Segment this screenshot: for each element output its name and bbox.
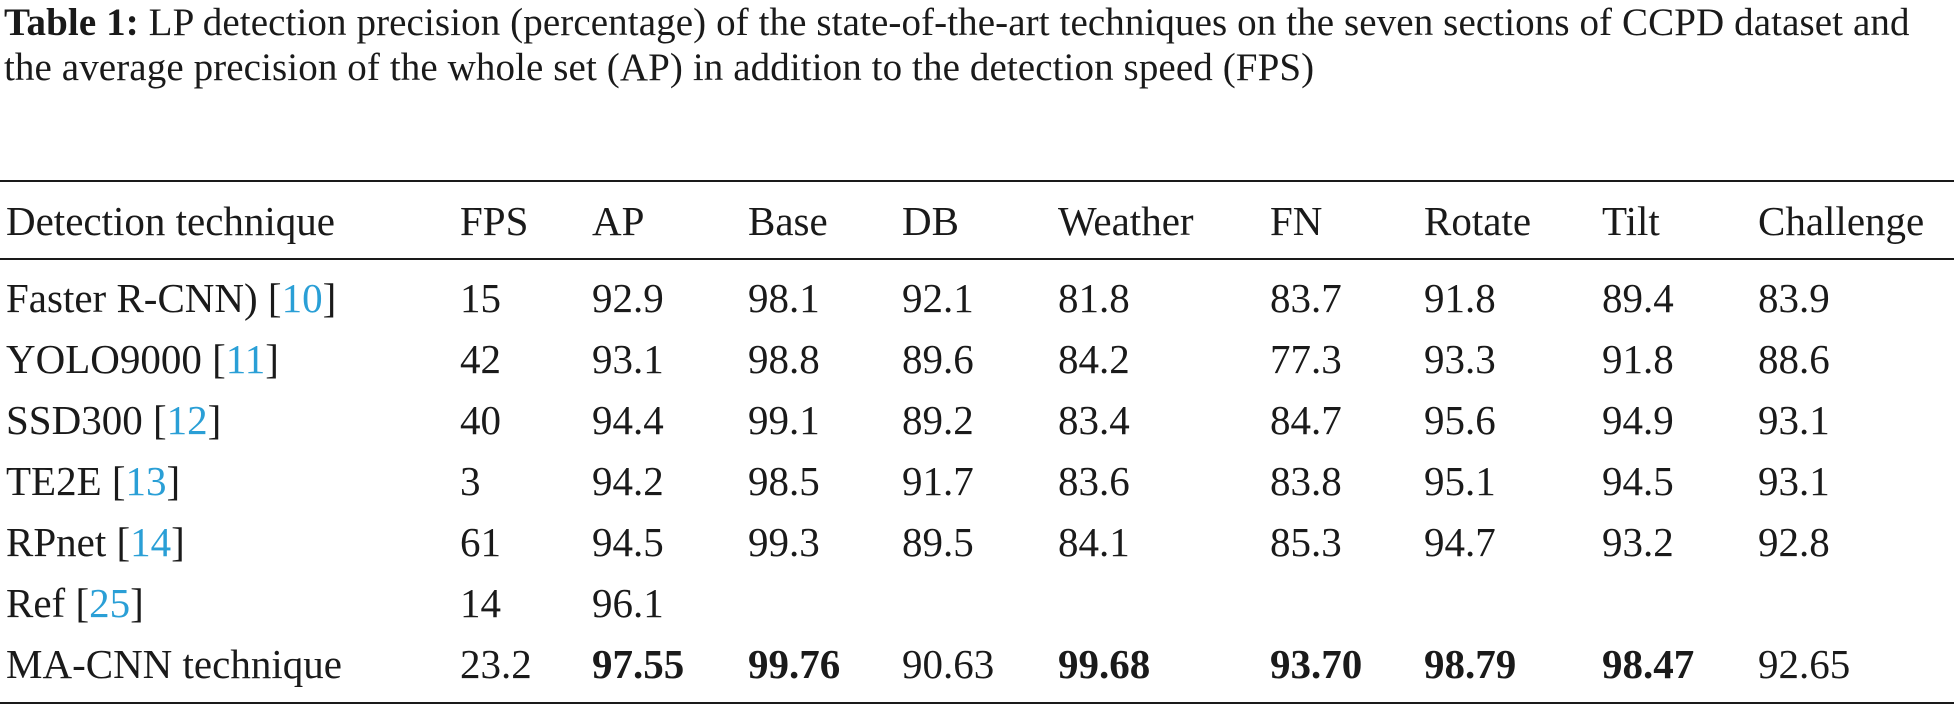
table-row: RPnet [14] 61 94.5 99.3 89.5 84.1 85.3 9… [0,514,1954,570]
row-technique-name: Faster R-CNN) [10] [6,275,337,321]
cell-db: 92.1 [902,275,974,321]
citation-link[interactable]: 13 [125,458,167,504]
row-technique-name: MA-CNN technique [6,641,342,687]
citation-link[interactable]: 12 [166,397,208,443]
citation-link[interactable]: 14 [130,519,172,565]
cell-challenge: 93.1 [1758,458,1830,504]
cell-base: 98.8 [748,336,820,382]
cell-fps: 23.2 [460,641,532,687]
cell-base: 99.76 [748,641,841,687]
row-technique-name: Ref [25] [6,580,144,626]
cell-db: 90.63 [902,641,995,687]
header-weather: Weather [1058,198,1194,244]
table-header-row: Detection technique FPS AP Base DB Weath… [0,193,1954,249]
row-technique-name: RPnet [14] [6,519,185,565]
cell-fn: 85.3 [1270,519,1342,565]
header-ap: AP [592,198,645,244]
cell-ap: 93.1 [592,336,664,382]
cell-base: 99.3 [748,519,820,565]
cell-fn: 93.70 [1270,641,1363,687]
table-header-rule [0,258,1954,260]
cell-fps: 42 [460,336,501,382]
table-row-proposed: MA-CNN technique 23.2 97.55 99.76 90.63 … [0,636,1954,692]
row-technique-name: TE2E [13] [6,458,181,504]
header-detection-technique: Detection technique [6,198,336,244]
table-row: YOLO9000 [11] 42 93.1 98.8 89.6 84.2 77.… [0,331,1954,387]
table-row: Faster R-CNN) [10] 15 92.9 98.1 92.1 81.… [0,270,1954,326]
cell-fps: 3 [460,458,481,504]
cell-fps: 15 [460,275,501,321]
cell-fps: 40 [460,397,501,443]
cell-db: 89.2 [902,397,974,443]
cell-tilt: 98.47 [1602,641,1695,687]
cell-weather: 83.6 [1058,458,1130,504]
cell-db: 91.7 [902,458,974,504]
cell-base: 98.1 [748,275,820,321]
cell-rotate: 95.6 [1424,397,1496,443]
cell-rotate: 91.8 [1424,275,1496,321]
cell-base: 98.5 [748,458,820,504]
cell-db: 89.5 [902,519,974,565]
cell-weather: 83.4 [1058,397,1130,443]
caption-label: Table 1: [4,1,139,44]
cell-rotate: 95.1 [1424,458,1496,504]
header-rotate: Rotate [1424,198,1532,244]
header-challenge: Challenge [1758,198,1925,244]
cell-weather: 84.1 [1058,519,1130,565]
cell-ap: 94.5 [592,519,664,565]
cell-fn: 83.8 [1270,458,1342,504]
caption-text: LP detection precision (percentage) of t… [4,1,1910,89]
row-technique-name: YOLO9000 [11] [6,336,279,382]
header-fps: FPS [460,198,529,244]
table-row: Ref [25] 14 96.1 [0,575,1954,631]
header-db: DB [902,198,959,244]
header-base: Base [748,198,828,244]
cell-fn: 83.7 [1270,275,1342,321]
citation-link[interactable]: 25 [89,580,131,626]
cell-challenge: 92.8 [1758,519,1830,565]
cell-challenge: 88.6 [1758,336,1830,382]
cell-ap: 92.9 [592,275,664,321]
cell-rotate: 98.79 [1424,641,1517,687]
cell-fn: 84.7 [1270,397,1342,443]
cell-tilt: 91.8 [1602,336,1674,382]
cell-ap: 94.4 [592,397,664,443]
cell-fn: 77.3 [1270,336,1342,382]
cell-tilt: 94.9 [1602,397,1674,443]
cell-base: 99.1 [748,397,820,443]
cell-challenge: 83.9 [1758,275,1830,321]
cell-tilt: 94.5 [1602,458,1674,504]
row-technique-name: SSD300 [12] [6,397,222,443]
cell-ap: 96.1 [592,580,664,626]
cell-weather: 84.2 [1058,336,1130,382]
header-tilt: Tilt [1602,198,1660,244]
header-fn: FN [1270,198,1323,244]
table-top-rule [0,180,1954,182]
cell-challenge: 92.65 [1758,641,1851,687]
cell-challenge: 93.1 [1758,397,1830,443]
cell-ap: 97.55 [592,641,685,687]
citation-link[interactable]: 11 [225,336,266,382]
cell-rotate: 93.3 [1424,336,1496,382]
cell-fps: 14 [460,580,501,626]
cell-weather: 99.68 [1058,641,1151,687]
cell-fps: 61 [460,519,501,565]
cell-tilt: 89.4 [1602,275,1674,321]
cell-tilt: 93.2 [1602,519,1674,565]
table-row: SSD300 [12] 40 94.4 99.1 89.2 83.4 84.7 … [0,392,1954,448]
table-bottom-rule [0,702,1954,704]
table-row: TE2E [13] 3 94.2 98.5 91.7 83.6 83.8 95.… [0,453,1954,509]
cell-ap: 94.2 [592,458,664,504]
citation-link[interactable]: 10 [281,275,323,321]
cell-rotate: 94.7 [1424,519,1496,565]
table-caption: Table 1: LP detection precision (percent… [4,0,1950,90]
cell-db: 89.6 [902,336,974,382]
cell-weather: 81.8 [1058,275,1130,321]
